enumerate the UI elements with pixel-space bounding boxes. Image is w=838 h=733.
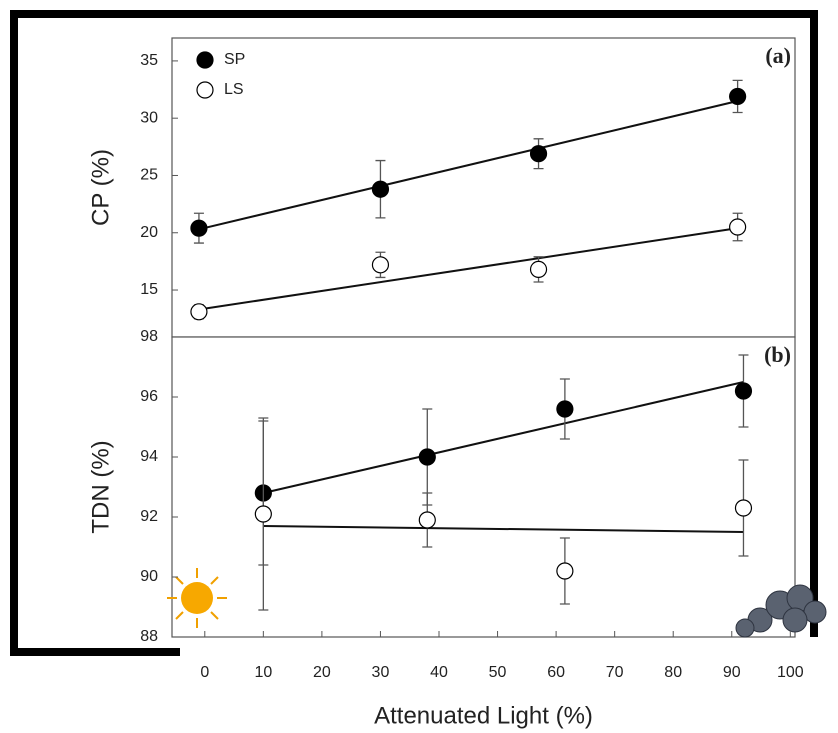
y-tick-label: 92	[140, 508, 158, 525]
x-tick-label: 60	[547, 664, 565, 681]
x-tick-label: 70	[606, 664, 624, 681]
point	[556, 400, 574, 418]
y-tick-label: 98	[140, 328, 158, 345]
point	[254, 505, 272, 523]
point	[371, 256, 390, 274]
panel-a-box	[171, 37, 796, 338]
sun-icon	[167, 568, 227, 628]
point	[729, 218, 747, 236]
legend-label: SP	[224, 51, 245, 68]
point	[734, 499, 753, 517]
x-tick-label: 80	[664, 664, 682, 681]
point	[190, 303, 208, 321]
trend-line	[263, 381, 744, 494]
point	[371, 180, 390, 198]
x-axis-label: Attenuated Light (%)	[374, 702, 593, 729]
y-tick-label: 94	[140, 448, 158, 465]
trend-line	[198, 227, 738, 311]
legend-marker	[196, 51, 214, 69]
x-tick-label: 50	[489, 664, 507, 681]
point	[529, 260, 548, 279]
y-tick-label: 20	[140, 224, 158, 241]
frame-gap	[180, 637, 838, 733]
trend-line	[198, 100, 738, 231]
panel-label: (a)	[765, 43, 791, 68]
point	[418, 448, 436, 466]
cloud-icon	[735, 584, 827, 638]
point	[190, 219, 208, 237]
y-tick-label: 90	[140, 568, 158, 585]
point	[729, 87, 747, 106]
x-tick-label: 100	[777, 664, 804, 681]
x-tick-label: 40	[430, 664, 448, 681]
panel-label: (b)	[764, 342, 791, 367]
y-tick-label: 30	[140, 109, 158, 126]
x-tick-label: 20	[313, 664, 331, 681]
legend-marker	[196, 81, 214, 99]
panel-b-box	[171, 336, 796, 638]
point	[418, 511, 436, 529]
y-tick-label: 88	[140, 628, 158, 645]
x-tick-label: 90	[723, 664, 741, 681]
x-tick-label: 10	[254, 664, 272, 681]
legend-label: LS	[224, 81, 244, 98]
y-tick-label: 25	[140, 167, 158, 184]
trend-line	[263, 525, 744, 533]
x-tick-label: 0	[200, 664, 209, 681]
point	[556, 562, 574, 580]
x-tick-label: 30	[372, 664, 390, 681]
y-axis-label: CP (%)	[87, 149, 114, 226]
point	[529, 145, 548, 163]
point	[734, 382, 753, 400]
y-tick-label: 35	[140, 52, 158, 69]
y-axis-label: TDN (%)	[87, 440, 114, 533]
y-tick-label: 15	[140, 281, 158, 298]
y-tick-label: 96	[140, 388, 158, 405]
